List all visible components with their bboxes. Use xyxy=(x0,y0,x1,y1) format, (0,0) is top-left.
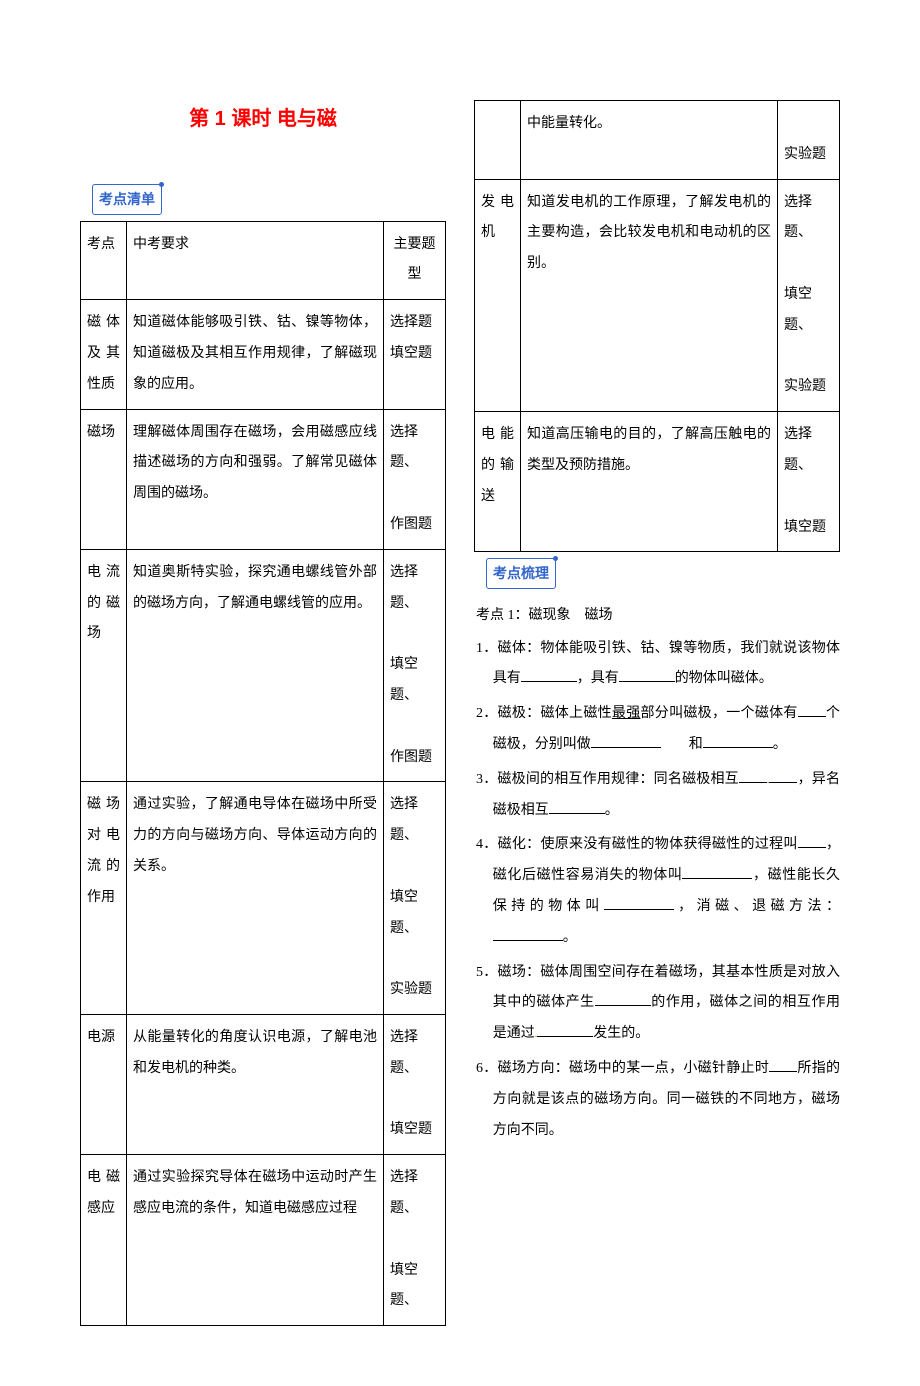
kp-item-1: 1．磁体：物体能吸引铁、钴、镍等物质，我们就说该物体具有，具有的物体叫磁体。 xyxy=(476,634,840,696)
kp-text: 3．磁极间的相互作用规律：同名磁极相互.，异名磁极相互。 xyxy=(476,772,840,818)
cell: 选择题、 作图题 xyxy=(384,409,446,549)
blank xyxy=(591,734,661,748)
blank xyxy=(549,800,605,814)
table-row: 磁体及其性质 知道磁体能够吸引铁、钴、镍等物体，知道磁极及其相互作用规律，了解磁… xyxy=(81,300,446,409)
cell: 电磁感应 xyxy=(81,1155,127,1326)
cell: 实验题 xyxy=(778,101,840,180)
cell: 磁场 xyxy=(81,409,127,549)
right-column: 中能量转化。 实验题 发电机 知道发电机的工作原理，了解发电机的主要构造，会比较… xyxy=(474,100,840,1326)
table-row: 电流的磁场 知道奥斯特实验，探究通电螺线管外部的磁场方向，了解通电螺线管的应用。… xyxy=(81,549,446,782)
cell: 从能量转化的角度认识电源，了解电池和发电机的种类。 xyxy=(127,1014,384,1154)
blank xyxy=(521,668,577,682)
cell: 通过实验，了解通电导体在磁场中所受力的方向与磁场方向、导体运动方向的关系。 xyxy=(127,782,384,1015)
cell: 通过实验探究导体在磁场中运动时产生感应电流的条件，知道电磁感应过程 xyxy=(127,1155,384,1326)
section-label-list: 考点清单 xyxy=(92,184,162,215)
blank xyxy=(595,992,651,1006)
cell: 选择题、 填空题 xyxy=(778,412,840,552)
blank xyxy=(604,896,674,910)
kp-text: 5．磁场：磁体周围空间存在着磁场，其基本性质是对放入其中的磁体产生的作用，磁体之… xyxy=(476,965,840,1042)
table-row: 中能量转化。 实验题 xyxy=(475,101,840,180)
cell: 发电机 xyxy=(475,179,521,412)
blank xyxy=(739,769,767,783)
kp-item-2: 2．磁极：磁体上磁性最强部分叫磁极，一个磁体有个磁极，分别叫做 和。 xyxy=(476,699,840,761)
blank xyxy=(769,769,797,783)
cell: 选择题填空题 xyxy=(384,300,446,409)
kp-heading: 考点 1：磁现象 磁场 xyxy=(476,603,840,630)
kp-text: 1．磁体：物体能吸引铁、钴、镍等物质，我们就说该物体具有，具有的物体叫磁体。 xyxy=(476,641,840,687)
kp-text: 4．磁化：使原来没有磁性的物体获得磁性的过程叫，磁化后磁性容易消失的物体叫，磁性… xyxy=(476,837,840,944)
cell: 中能量转化。 xyxy=(521,101,778,180)
section-label-comb: 考点梳理 xyxy=(486,558,556,589)
col-header: 中考要求 xyxy=(127,221,384,300)
blank xyxy=(769,1058,797,1072)
table-row: 发电机 知道发电机的工作原理，了解发电机的主要构造，会比较发电机和电动机的区别。… xyxy=(475,179,840,412)
cell: 选择题、 填空题、 xyxy=(384,1155,446,1326)
cell: 知道磁体能够吸引铁、钴、镍等物体，知道磁极及其相互作用规律，了解磁现象的应用。 xyxy=(127,300,384,409)
table-row: 电能的输送 知道高压输电的目的，了解高压触电的类型及预防措施。 选择题、 填空题 xyxy=(475,412,840,552)
cell: 选择题、 填空题、 作图题 xyxy=(384,549,446,782)
kp-text: 6．磁场方向：磁场中的某一点，小磁针静止时所指的方向就是该点的磁场方向。同一磁铁… xyxy=(476,1061,840,1138)
cell: 知道奥斯特实验，探究通电螺线管外部的磁场方向，了解通电螺线管的应用。 xyxy=(127,549,384,782)
table-row: 电源 从能量转化的角度认识电源，了解电池和发电机的种类。 选择题、 填空题 xyxy=(81,1014,446,1154)
kp-text: 2．磁极：磁体上磁性最强部分叫磁极，一个磁体有个磁极，分别叫做 和。 xyxy=(476,706,840,752)
col-header: 考点 xyxy=(81,221,127,300)
cell: 磁场对电流的作用 xyxy=(81,782,127,1015)
cell: 选择题、 填空题、 实验题 xyxy=(384,782,446,1015)
cell: 电能的输送 xyxy=(475,412,521,552)
page: 第 1 课时 电与磁 考点清单 考点 中考要求 主要题型 磁体及其性质 知道磁体… xyxy=(0,0,920,1386)
cell: 选择题、 填空题 xyxy=(384,1014,446,1154)
cell: 知道发电机的工作原理，了解发电机的主要构造，会比较发电机和电动机的区别。 xyxy=(521,179,778,412)
cell xyxy=(475,101,521,180)
kp-item-3: 3．磁极间的相互作用规律：同名磁极相互.，异名磁极相互。 xyxy=(476,765,840,827)
table-row: 磁场 理解磁体周围存在磁场，会用磁感应线描述磁场的方向和强弱。了解常见磁体周围的… xyxy=(81,409,446,549)
col-header: 主要题型 xyxy=(384,221,446,300)
cell: 选择题、 填空题、 实验题 xyxy=(778,179,840,412)
cell: 知道高压输电的目的，了解高压触电的类型及预防措施。 xyxy=(521,412,778,552)
kp-item-4: 4．磁化：使原来没有磁性的物体获得磁性的过程叫，磁化后磁性容易消失的物体叫，磁性… xyxy=(476,830,840,953)
left-column: 第 1 课时 电与磁 考点清单 考点 中考要求 主要题型 磁体及其性质 知道磁体… xyxy=(80,100,446,1326)
kp-item-6: 6．磁场方向：磁场中的某一点，小磁针静止时所指的方向就是该点的磁场方向。同一磁铁… xyxy=(476,1054,840,1146)
blank xyxy=(537,1023,593,1037)
table-header-row: 考点 中考要求 主要题型 xyxy=(81,221,446,300)
blank xyxy=(798,703,826,717)
blank xyxy=(619,668,675,682)
cell: 电源 xyxy=(81,1014,127,1154)
cell: 理解磁体周围存在磁场，会用磁感应线描述磁场的方向和强弱。了解常见磁体周围的磁场。 xyxy=(127,409,384,549)
exam-points-table-right: 中能量转化。 实验题 发电机 知道发电机的工作原理，了解发电机的主要构造，会比较… xyxy=(474,100,840,552)
exam-points-table-left: 考点 中考要求 主要题型 磁体及其性质 知道磁体能够吸引铁、钴、镍等物体，知道磁… xyxy=(80,221,446,1327)
table-row: 电磁感应 通过实验探究导体在磁场中运动时产生感应电流的条件，知道电磁感应过程 选… xyxy=(81,1155,446,1326)
cell: 磁体及其性质 xyxy=(81,300,127,409)
blank xyxy=(798,834,826,848)
lesson-title: 第 1 课时 电与磁 xyxy=(80,100,446,138)
kp-item-5: 5．磁场：磁体周围空间存在着磁场，其基本性质是对放入其中的磁体产生的作用，磁体之… xyxy=(476,958,840,1050)
table-row: 磁场对电流的作用 通过实验，了解通电导体在磁场中所受力的方向与磁场方向、导体运动… xyxy=(81,782,446,1015)
blank xyxy=(493,927,563,941)
blank xyxy=(703,734,773,748)
blank xyxy=(682,865,752,879)
cell: 电流的磁场 xyxy=(81,549,127,782)
